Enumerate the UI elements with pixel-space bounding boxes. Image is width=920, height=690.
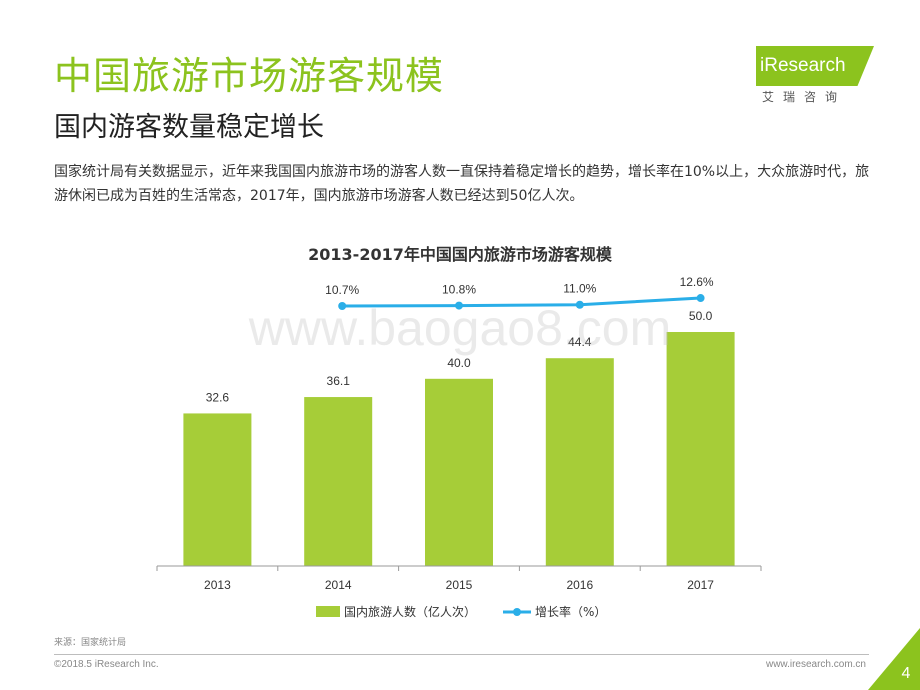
legend-line-label: 增长率（%） (535, 604, 606, 619)
legend-bar-label: 国内旅游人数（亿人次） (344, 604, 476, 619)
page-number: 4 (901, 665, 911, 682)
watermark-text: www.baogao8.com (248, 300, 672, 356)
page-title: 中国旅游市场游客规模 (54, 54, 445, 98)
logo-wordmark: iResearch (760, 55, 846, 76)
line-label-2016: 11.0% (563, 282, 596, 296)
bar-label-2014: 36.1 (327, 374, 351, 388)
bar-label-2013: 32.6 (206, 390, 230, 404)
footer-divider (54, 654, 869, 655)
bar-2013 (183, 413, 252, 566)
bar-label-2016: 44.4 (568, 335, 592, 349)
bar-2017 (666, 332, 735, 566)
logo-badge-shape (756, 46, 874, 86)
x-tick-label-2014: 2014 (325, 578, 352, 592)
x-tick-label-2013: 2013 (204, 578, 231, 592)
chart-title: 2013-2017年中国国内旅游市场游客规模 (308, 245, 612, 264)
line-label-2017: 12.6% (680, 275, 714, 289)
bar-2016 (545, 358, 614, 566)
x-tick-label-2017: 2017 (687, 578, 714, 592)
line-point-2017 (696, 294, 705, 303)
legend-line-marker (513, 608, 521, 616)
x-tick-label-2016: 2016 (566, 578, 593, 592)
line-point-2016 (575, 300, 584, 309)
source-note: 来源：国家统计局 (54, 638, 127, 648)
iresearch-logo: iResearch 艾瑞咨询 (756, 46, 876, 108)
copyright-text: ©2018.5 iResearch Inc. (54, 659, 159, 670)
bar-2014 (304, 397, 373, 566)
legend-bar-swatch (316, 606, 340, 617)
logo-chinese-name: 艾瑞咨询 (762, 90, 847, 104)
line-point-2015 (455, 301, 463, 310)
line-point-2014 (338, 302, 347, 310)
summary-paragraph: 国家统计局有关数据显示，近年来我国国内旅游市场的游客人数一直保持着稳定增长的趋势… (54, 164, 870, 204)
bar-label-2015: 40.0 (447, 356, 471, 370)
line-label-2014: 10.7% (325, 283, 359, 297)
website-link[interactable]: www.iresearch.com.cn (765, 659, 866, 670)
growth-rate-line (342, 296, 701, 308)
x-tick-label-2015: 2015 (446, 578, 473, 592)
bar-label-2017: 50.0 (689, 309, 713, 323)
bar-2015 (425, 378, 493, 566)
page-subtitle: 国内游客数量稳定增长 (54, 112, 324, 143)
line-label-2015: 10.8% (442, 283, 476, 297)
